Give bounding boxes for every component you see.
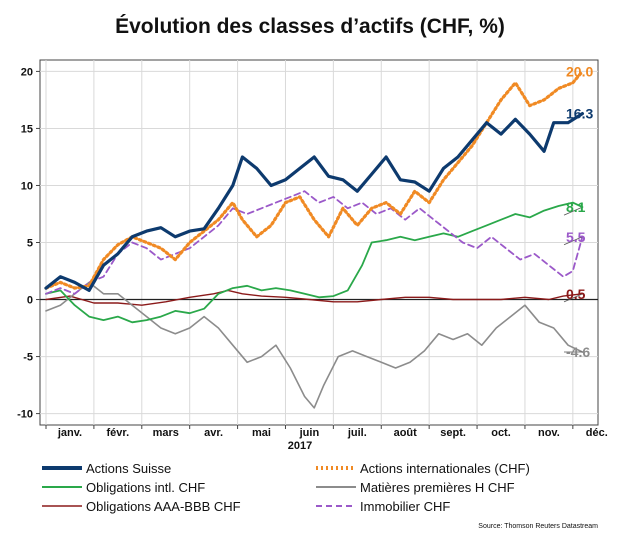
series-line-obligations-aaa-bbb-chf — [45, 289, 584, 306]
end-label-leader — [563, 293, 583, 303]
y-tick-label: -5 — [23, 352, 33, 364]
legend-label-actions-internationales: Actions internationales (CHF) — [360, 461, 530, 476]
legend-label-matieres-premieres: Matières premières H CHF — [360, 480, 515, 495]
x-tick-label: oct. — [491, 427, 511, 439]
series-line-mati-res-premi-res-h-chf — [45, 281, 584, 409]
legend-label-obligations-aaa-bbb: Obligations AAA-BBB CHF — [86, 499, 241, 514]
end-label-leader — [563, 236, 583, 246]
y-tick-label: 15 — [21, 123, 33, 135]
x-tick-label: déc. — [586, 427, 608, 439]
x-tick-label: févr. — [107, 427, 130, 439]
legend-label-actions-suisse: Actions Suisse — [86, 461, 171, 476]
end-label-leader — [563, 206, 583, 216]
series-line-obligations-intl-chf — [45, 201, 584, 324]
end-label: 20.0 — [566, 63, 593, 79]
series-line-immobilier-chf — [45, 190, 584, 295]
series-group — [44, 69, 584, 409]
y-axis: -10 -5 0 5 10 15 20 — [17, 66, 40, 421]
x-tick-label: mai — [252, 427, 271, 439]
end-labels: 16.3 20.0 8.1 -4.6 0.5 5.5 — [563, 63, 593, 360]
x-axis-year-label: 2017 — [288, 440, 312, 452]
legend: Actions Suisse Actions internationales (… — [42, 461, 530, 514]
x-tick-label: juil. — [347, 427, 367, 439]
legend-label-immobilier: Immobilier CHF — [360, 499, 450, 514]
x-tick-label: nov. — [538, 427, 560, 439]
x-tick-label: avr. — [204, 427, 223, 439]
y-tick-label: 5 — [27, 238, 33, 250]
series-line-actions-internationales-chf — [44, 69, 584, 290]
end-label: 5.5 — [566, 229, 586, 245]
x-axis: janv. févr. mars avr. mai juin juil. août sept. o… — [45, 425, 608, 439]
x-tick-label: mars — [153, 427, 179, 439]
source-note: Source: Thomson Reuters Datastream — [478, 523, 598, 530]
y-tick-label: -10 — [17, 409, 33, 421]
series-line-actions-suisse — [44, 112, 584, 292]
x-tick-label: juin — [299, 427, 320, 439]
y-tick-label: 0 — [27, 295, 33, 307]
x-tick-label: janv. — [57, 427, 82, 439]
legend-label-obligations-intl: Obligations intl. CHF — [86, 480, 205, 495]
end-label: 0.5 — [566, 286, 586, 302]
end-label: -4.6 — [566, 344, 590, 360]
y-tick-label: 10 — [21, 180, 33, 192]
gridlines — [40, 60, 598, 425]
y-tick-label: 20 — [21, 66, 33, 78]
end-label: 8.1 — [566, 199, 586, 215]
x-tick-label: sept. — [440, 427, 466, 439]
chart-title: Évolution des classes d’actifs (CHF, %) — [115, 15, 505, 38]
x-tick-label: août — [394, 427, 418, 439]
end-label: 16.3 — [566, 106, 593, 122]
